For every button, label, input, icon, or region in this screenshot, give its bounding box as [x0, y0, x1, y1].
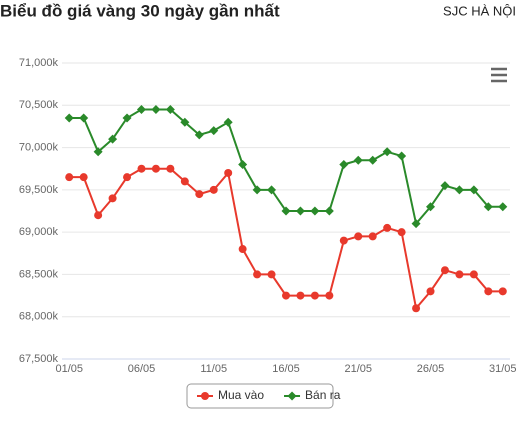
point — [339, 159, 349, 169]
point — [324, 206, 334, 216]
point — [440, 266, 449, 275]
point — [310, 291, 319, 300]
point — [354, 232, 363, 241]
point — [281, 206, 291, 216]
legend-label[interactable]: Mua vào — [218, 388, 264, 402]
point — [238, 159, 248, 169]
point — [194, 130, 204, 140]
point — [339, 236, 348, 245]
point — [282, 291, 290, 300]
legend-label[interactable]: Bán ra — [305, 388, 341, 402]
point — [165, 105, 175, 115]
point — [397, 228, 406, 237]
point — [469, 185, 479, 195]
point — [180, 117, 190, 127]
point — [94, 211, 103, 220]
point — [483, 202, 493, 212]
point — [325, 291, 334, 300]
point — [108, 134, 118, 144]
point — [195, 190, 204, 199]
point — [498, 202, 508, 212]
point — [411, 219, 421, 229]
point — [440, 181, 450, 191]
chart-subtitle: SJC HÀ NỘI — [443, 3, 516, 18]
point — [123, 173, 132, 182]
point — [180, 177, 189, 186]
point — [252, 185, 262, 195]
point — [310, 206, 320, 216]
point — [426, 202, 436, 212]
point — [267, 185, 277, 195]
point — [108, 194, 117, 203]
point — [253, 270, 262, 279]
point — [469, 270, 478, 279]
x-tick-label: 16/05 — [272, 363, 300, 375]
point — [209, 185, 218, 194]
point — [79, 173, 88, 182]
legend-box — [186, 383, 334, 409]
point — [151, 164, 160, 173]
point — [93, 147, 103, 157]
point — [224, 168, 233, 177]
y-tick-label: 70,500k — [19, 99, 59, 111]
point — [454, 185, 464, 195]
point — [455, 270, 464, 279]
point — [426, 287, 435, 296]
point — [287, 391, 297, 401]
point — [267, 270, 276, 279]
y-tick-label: 67,500k — [19, 353, 59, 365]
point — [412, 304, 421, 313]
point — [484, 287, 493, 296]
point — [353, 155, 363, 165]
x-tick-label: 11/05 — [200, 363, 227, 375]
point — [209, 126, 219, 136]
point — [201, 392, 209, 400]
point — [79, 113, 89, 123]
point — [166, 164, 175, 173]
y-tick-label: 68,000k — [19, 311, 59, 323]
point — [137, 164, 146, 173]
point — [136, 105, 146, 115]
point — [65, 173, 74, 182]
point — [151, 105, 161, 115]
x-tick-label: 01/05 — [55, 363, 83, 375]
x-tick-label: 31/05 — [489, 363, 517, 375]
point — [238, 245, 247, 254]
point — [397, 151, 407, 161]
y-tick-label: 71,000k — [19, 57, 59, 69]
point — [383, 223, 392, 232]
x-tick-label: 26/05 — [417, 363, 445, 375]
menu-button[interactable] — [488, 66, 510, 84]
y-tick-label: 69,000k — [19, 226, 59, 238]
point — [368, 232, 377, 241]
point — [223, 117, 233, 127]
y-tick-label: 68,500k — [19, 268, 59, 280]
y-tick-label: 70,000k — [19, 141, 59, 153]
point — [368, 155, 378, 165]
x-tick-label: 06/05 — [128, 363, 156, 375]
y-tick-label: 69,500k — [19, 184, 59, 196]
point — [382, 147, 392, 157]
point — [295, 206, 305, 216]
point — [122, 113, 132, 123]
point — [498, 287, 507, 296]
point — [64, 113, 74, 123]
point — [296, 291, 305, 300]
chart-title: Biểu đồ giá vàng 30 ngày gần nhất — [0, 1, 280, 20]
x-tick-label: 21/05 — [344, 363, 372, 375]
